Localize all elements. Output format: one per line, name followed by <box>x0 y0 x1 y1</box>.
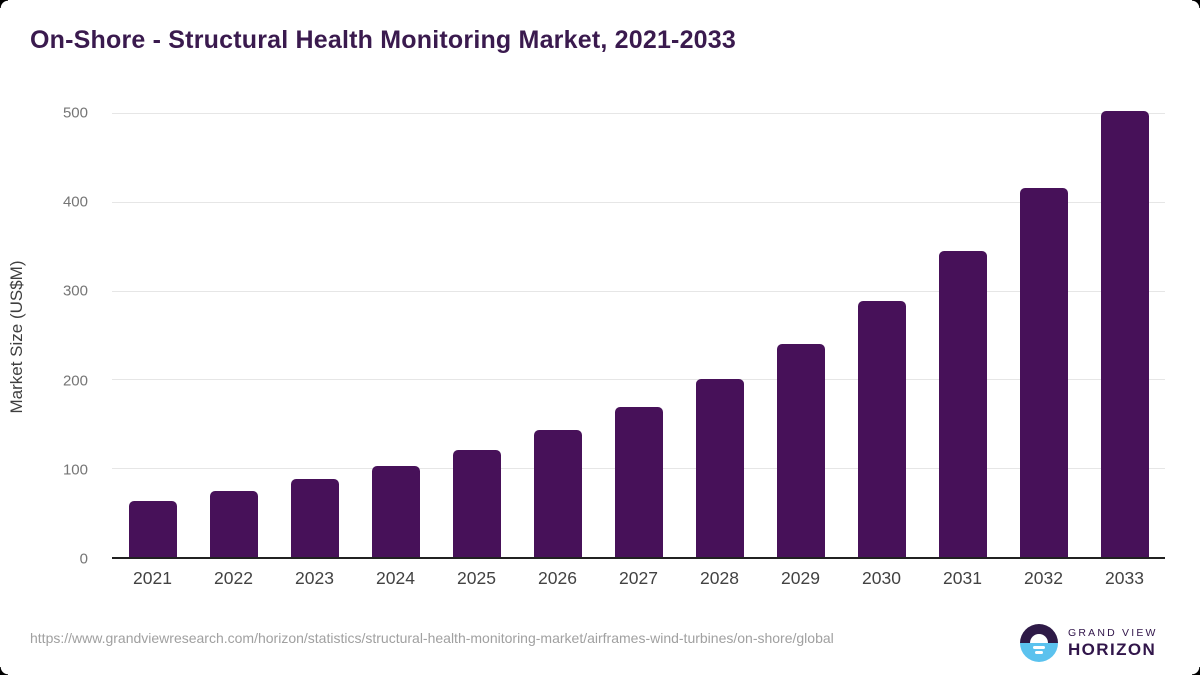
bar-slot-2021 <box>112 113 193 557</box>
bar-slot-2029 <box>760 113 841 557</box>
logo-text-horizon: HORIZON <box>1068 639 1157 659</box>
x-tick-label-2022: 2022 <box>214 568 253 588</box>
x-tick-label-2027: 2027 <box>619 568 658 588</box>
bar-2026 <box>533 430 582 557</box>
corner-mark-top-right <box>1192 0 1200 8</box>
logo-wordmark: GRAND VIEW HORIZON <box>1068 627 1158 660</box>
bar-2025 <box>452 450 501 557</box>
plot-area <box>112 111 1165 559</box>
bar-slot-2022 <box>193 113 274 557</box>
grand-view-horizon-logo: GRAND VIEW HORIZON <box>1020 624 1158 662</box>
corner-mark-bottom-right <box>1192 667 1200 675</box>
x-tick-label-2031: 2031 <box>943 568 982 588</box>
x-tick-label-2023: 2023 <box>295 568 334 588</box>
horizon-sun-icon <box>1020 624 1058 662</box>
bar-2028 <box>695 379 744 557</box>
bar-2023 <box>290 478 339 557</box>
bar-2027 <box>614 406 663 557</box>
corner-mark-top-left <box>0 0 8 8</box>
x-tick-label-2032: 2032 <box>1024 568 1063 588</box>
bar-slot-2033 <box>1084 111 1165 557</box>
bar-slot-2024 <box>355 113 436 557</box>
bar-2029 <box>776 343 825 557</box>
bar-2032 <box>1019 188 1068 557</box>
x-tick-label-2026: 2026 <box>538 568 577 588</box>
bar-slot-2025 <box>436 113 517 557</box>
logo-text-grand-view: GRAND VIEW <box>1068 626 1158 639</box>
chart-title: On-Shore - Structural Health Monitoring … <box>30 26 736 54</box>
bar-series <box>112 111 1165 557</box>
gridline-200 <box>112 379 1165 381</box>
bar-2021 <box>128 501 177 557</box>
x-tick-label-2028: 2028 <box>700 568 739 588</box>
bar-slot-2026 <box>517 113 598 557</box>
x-tick-label-2025: 2025 <box>457 568 496 588</box>
corner-mark-bottom-left <box>0 667 8 675</box>
bar-2024 <box>371 465 420 557</box>
gridline-400 <box>112 201 1165 203</box>
y-tick-label: 300 <box>62 282 88 300</box>
bar-2022 <box>209 491 258 557</box>
gridline-500 <box>112 113 1165 114</box>
y-tick-label: 200 <box>62 372 88 390</box>
y-tick-label: 100 <box>62 461 88 479</box>
y-tick-label: 0 <box>79 550 88 568</box>
x-tick-label-2024: 2024 <box>376 568 415 588</box>
gridline-300 <box>112 290 1165 292</box>
bar-slot-2030 <box>841 113 922 557</box>
bar-slot-2028 <box>679 113 760 557</box>
x-tick-label-2029: 2029 <box>781 568 820 588</box>
x-tick-label-2021: 2021 <box>133 568 172 588</box>
bar-slot-2031 <box>922 113 1003 557</box>
y-tick-label: 500 <box>62 104 88 122</box>
bar-slot-2023 <box>274 113 355 557</box>
source-url: https://www.grandviewresearch.com/horizo… <box>30 630 834 646</box>
y-axis-tick-labels: 0 100 200 300 400 500 <box>20 105 100 568</box>
x-tick-label-2030: 2030 <box>862 568 901 588</box>
y-tick-label: 400 <box>62 193 88 211</box>
bar-2030 <box>857 301 906 557</box>
bar-slot-2027 <box>598 113 679 557</box>
bar-2033 <box>1100 111 1149 557</box>
x-axis-tick-labels: 2021 2022 2023 2024 2025 2026 2027 2028 2029 2030… <box>112 568 1165 589</box>
bar-slot-2032 <box>1003 113 1084 557</box>
x-tick-label-2033: 2033 <box>1105 568 1144 588</box>
bar-2031 <box>938 250 987 557</box>
